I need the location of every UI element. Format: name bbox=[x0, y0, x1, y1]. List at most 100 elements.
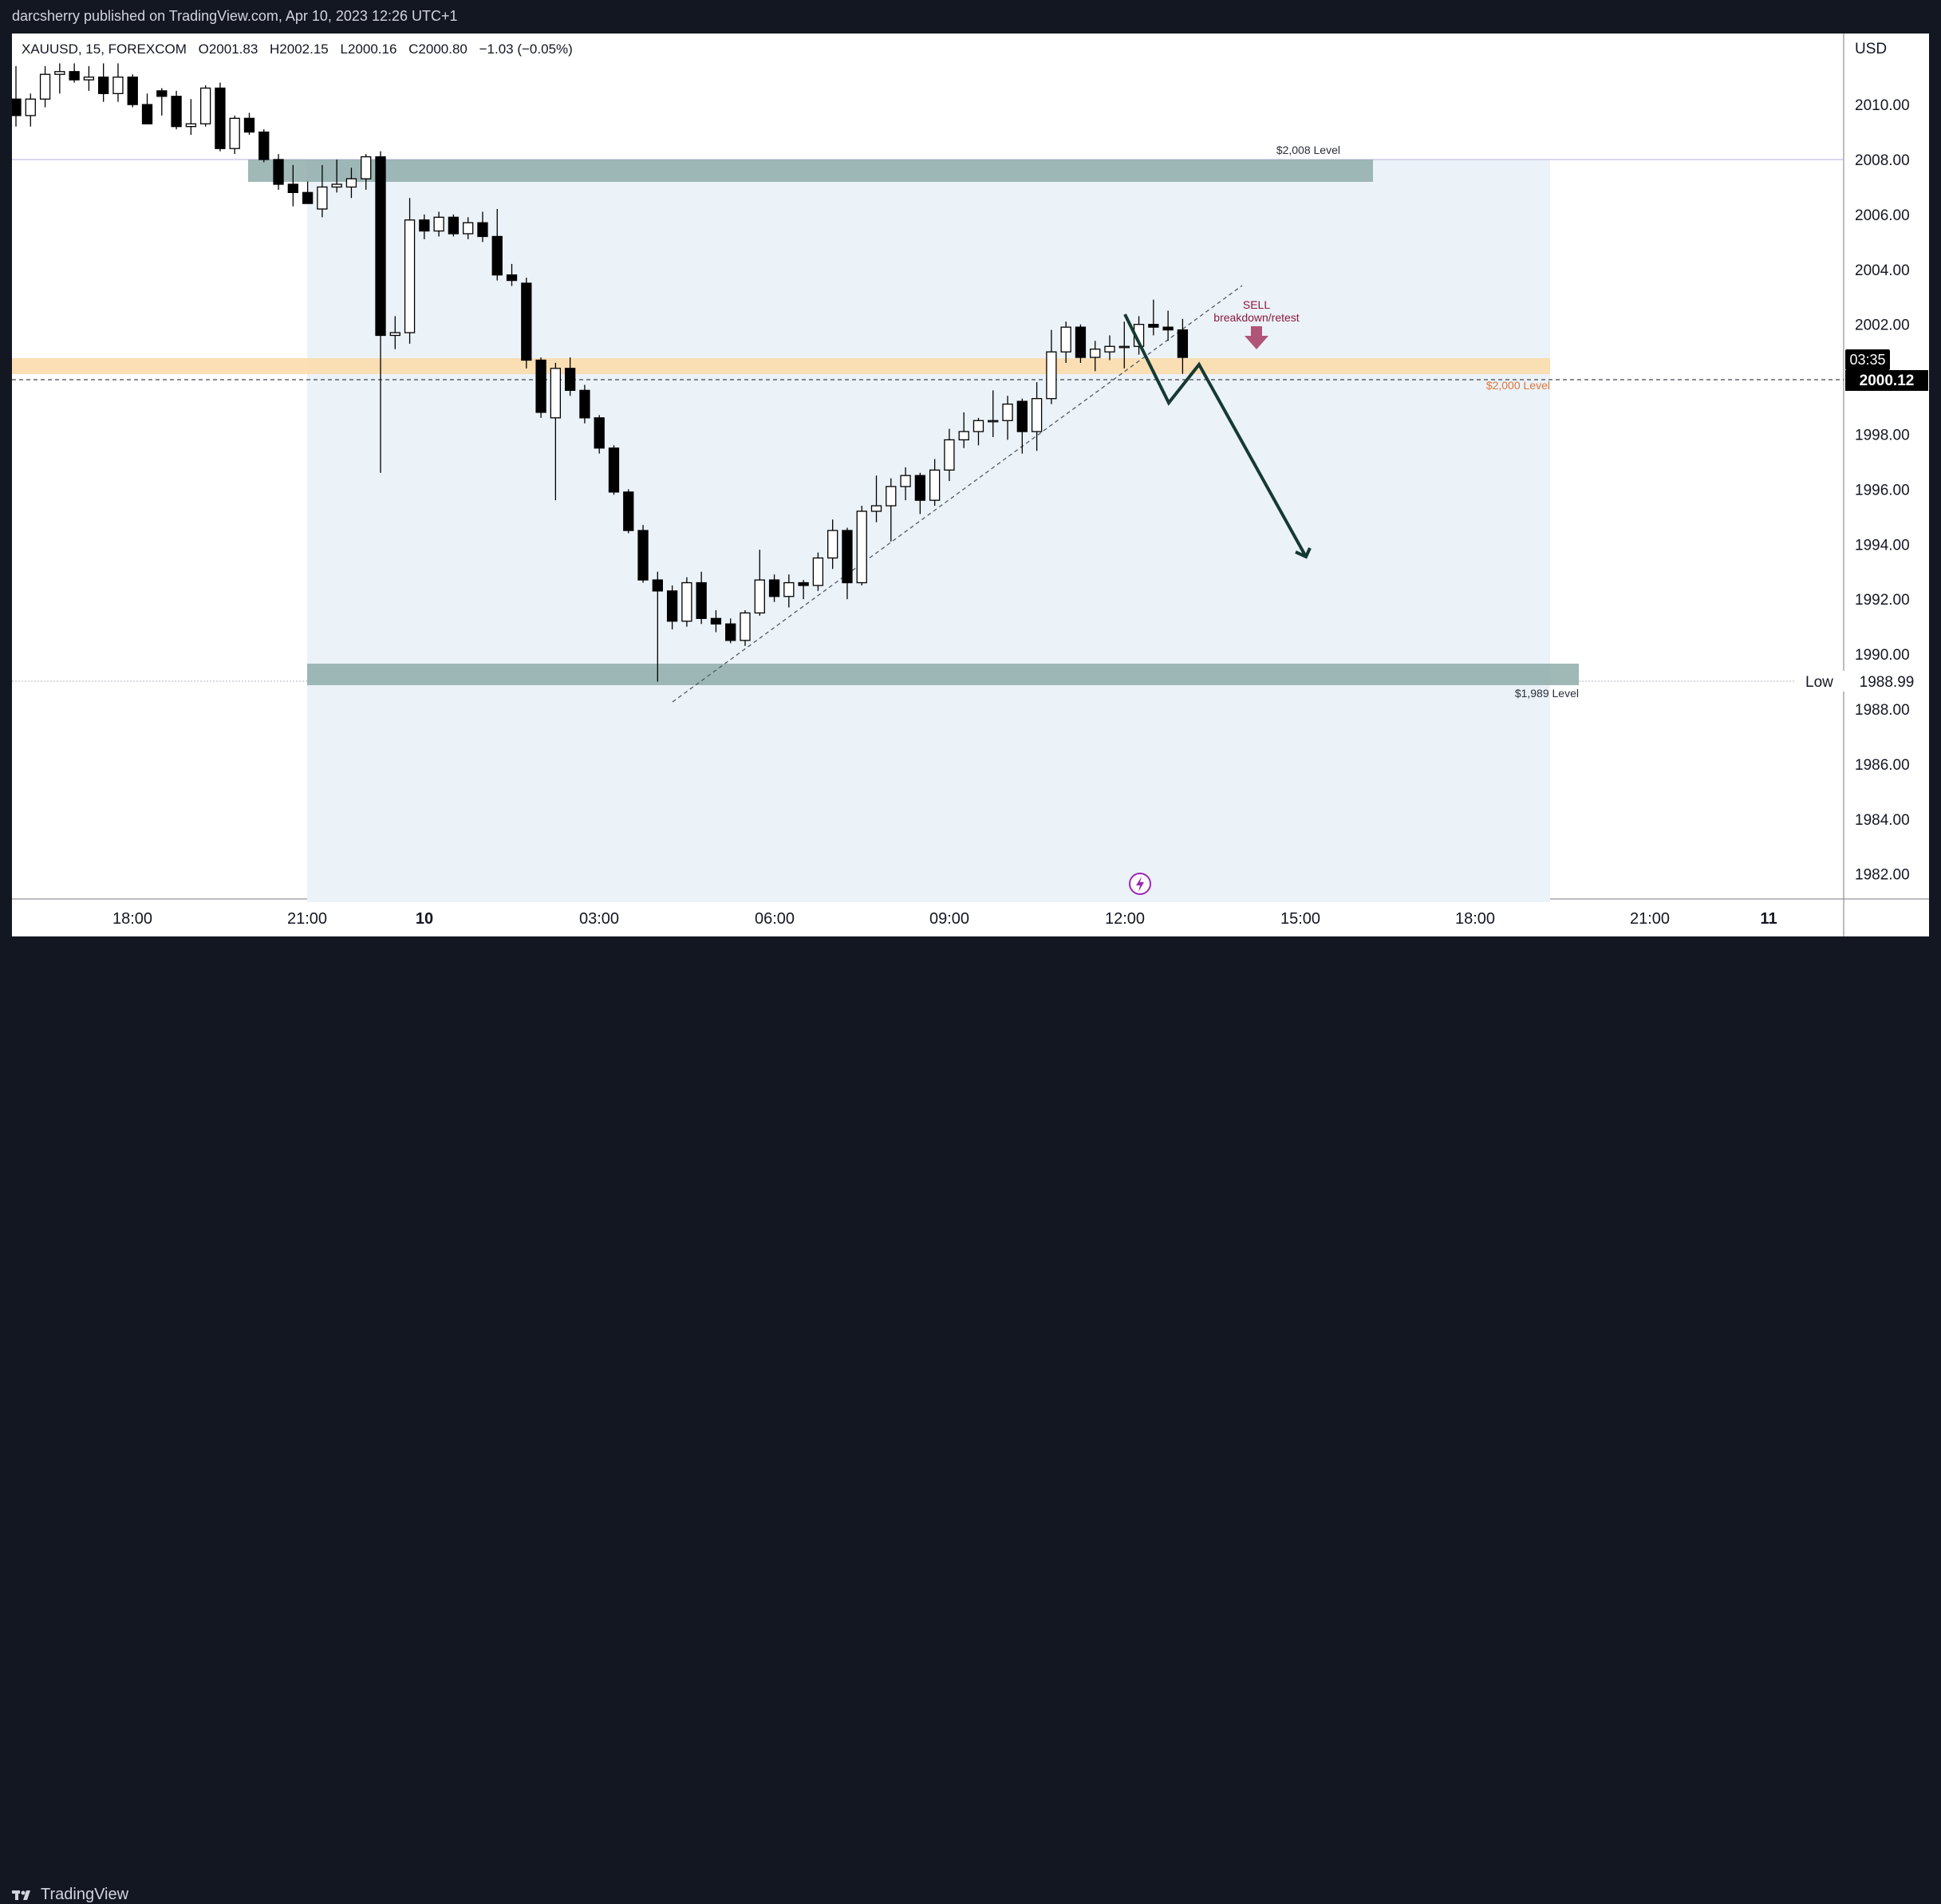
candle-down[interactable] bbox=[1016, 400, 1028, 432]
candle-down[interactable] bbox=[623, 491, 634, 531]
candle-down[interactable] bbox=[98, 77, 109, 94]
price-tick-label: 2010.00 bbox=[1855, 97, 1910, 114]
candle-down[interactable] bbox=[506, 274, 518, 282]
candle-down[interactable] bbox=[12, 98, 22, 116]
candle-up[interactable] bbox=[345, 178, 357, 188]
candle-up[interactable] bbox=[317, 186, 328, 210]
price-tick-label: 2004.00 bbox=[1855, 262, 1910, 279]
candle-down[interactable] bbox=[637, 530, 649, 581]
trendline[interactable] bbox=[672, 285, 1243, 703]
candle-up[interactable] bbox=[463, 222, 474, 235]
price-axis[interactable]: 2010.00 2008.00 2006.00 2004.00 2002.00 1998.… bbox=[1855, 97, 1910, 884]
candle-down[interactable] bbox=[564, 368, 576, 392]
candle-up[interactable] bbox=[1104, 345, 1115, 353]
candle-up[interactable] bbox=[886, 486, 897, 507]
candle-up[interactable] bbox=[199, 87, 211, 124]
candle-up[interactable] bbox=[944, 439, 955, 471]
zone-2000[interactable] bbox=[12, 358, 1550, 374]
candle-down[interactable] bbox=[1177, 329, 1189, 358]
candle-down[interactable] bbox=[243, 117, 255, 133]
chart-area[interactable]: USD 2010.00 2008.00 2006.00 2004.00 2002.00 1… bbox=[12, 34, 1929, 936]
candle-down[interactable] bbox=[652, 579, 663, 592]
candle-up[interactable] bbox=[783, 581, 795, 597]
candle-down[interactable] bbox=[491, 235, 503, 276]
candle-up[interactable] bbox=[1046, 351, 1057, 400]
candle-down[interactable] bbox=[535, 359, 546, 413]
candle-up[interactable] bbox=[1060, 326, 1071, 353]
candle-up[interactable] bbox=[900, 475, 911, 487]
candle-down[interactable] bbox=[579, 389, 590, 419]
candle-up[interactable] bbox=[112, 77, 124, 94]
candle-down[interactable] bbox=[156, 90, 168, 97]
candle-up[interactable] bbox=[988, 420, 999, 423]
candle-up[interactable] bbox=[681, 581, 692, 622]
candle-down[interactable] bbox=[696, 581, 707, 619]
candle-up[interactable] bbox=[25, 98, 36, 116]
candle-down[interactable] bbox=[419, 219, 430, 232]
candle-down[interactable] bbox=[594, 417, 605, 449]
price-tick-label: 1992.00 bbox=[1855, 592, 1910, 609]
projection-path[interactable] bbox=[1123, 313, 1308, 558]
candle-up[interactable] bbox=[550, 368, 562, 419]
candle-up[interactable] bbox=[827, 530, 838, 559]
candle-up[interactable] bbox=[331, 183, 342, 188]
candle-down[interactable] bbox=[141, 104, 153, 124]
zone-1989[interactable] bbox=[307, 664, 1579, 685]
candle-up[interactable] bbox=[870, 505, 882, 512]
candle-down[interactable] bbox=[375, 156, 386, 337]
candle-down[interactable] bbox=[127, 77, 138, 105]
candle-down[interactable] bbox=[302, 191, 314, 204]
candle-up[interactable] bbox=[972, 420, 984, 432]
candle-up[interactable] bbox=[39, 73, 51, 100]
candle-down[interactable] bbox=[69, 71, 80, 81]
candle-up[interactable] bbox=[361, 156, 372, 179]
price-tick-label: 1986.00 bbox=[1855, 757, 1910, 774]
label-2008: $2,008 Level bbox=[1276, 144, 1340, 156]
candle-up[interactable] bbox=[185, 123, 197, 128]
published-info: darcsherry published on TradingView.com,… bbox=[12, 8, 458, 24]
candle-up[interactable] bbox=[83, 77, 95, 81]
candle-up[interactable] bbox=[433, 216, 444, 232]
low-value-box bbox=[1845, 671, 1928, 692]
candle-up[interactable] bbox=[958, 431, 969, 441]
tradingview-logo[interactable]: TradingView bbox=[12, 1886, 128, 1904]
candle-down[interactable] bbox=[768, 579, 780, 597]
candle-down[interactable] bbox=[798, 581, 809, 586]
candle-down[interactable] bbox=[842, 530, 853, 584]
candle-up[interactable] bbox=[404, 219, 416, 333]
candle-down[interactable] bbox=[258, 131, 270, 160]
candle-up[interactable] bbox=[929, 469, 941, 501]
candle-up[interactable] bbox=[740, 612, 751, 641]
open-value: O2001.83 bbox=[199, 41, 258, 57]
candle-down[interactable] bbox=[1162, 326, 1174, 331]
candle-up[interactable] bbox=[1118, 345, 1130, 349]
candle-down[interactable] bbox=[448, 216, 460, 235]
candle-up[interactable] bbox=[389, 332, 400, 337]
candle-down[interactable] bbox=[1075, 326, 1087, 358]
candle-up[interactable] bbox=[1002, 403, 1013, 421]
candle-down[interactable] bbox=[1148, 324, 1159, 328]
time-axis[interactable]: 18:00 21:00 10 03:00 06:00 09:00 12:00 15:00 18:… bbox=[112, 910, 1777, 928]
candle-down[interactable] bbox=[725, 623, 736, 641]
candle-up[interactable] bbox=[1031, 398, 1043, 432]
candle-down[interactable] bbox=[215, 87, 226, 149]
chart-canvas[interactable]: USD 2010.00 2008.00 2006.00 2004.00 2002.00 1… bbox=[12, 34, 1929, 936]
footer: TradingView bbox=[0, 936, 1941, 1903]
candle-up[interactable] bbox=[54, 71, 65, 75]
candle-up[interactable] bbox=[229, 117, 240, 149]
projection-arrowhead-icon bbox=[1295, 547, 1312, 559]
candle-up[interactable] bbox=[812, 557, 824, 586]
candle-up[interactable] bbox=[856, 510, 867, 584]
candle-down[interactable] bbox=[710, 617, 722, 625]
zone-2008[interactable] bbox=[248, 160, 1373, 182]
candle-down[interactable] bbox=[477, 222, 488, 238]
candle-down[interactable] bbox=[171, 96, 182, 128]
candle-down[interactable] bbox=[914, 475, 926, 501]
candle-down[interactable] bbox=[287, 183, 298, 193]
candle-down[interactable] bbox=[521, 282, 532, 361]
candle-down[interactable] bbox=[608, 447, 620, 493]
candle-up[interactable] bbox=[754, 579, 765, 614]
candle-up[interactable] bbox=[1090, 349, 1101, 358]
candle-down[interactable] bbox=[666, 590, 678, 622]
candle-down[interactable] bbox=[273, 159, 284, 185]
